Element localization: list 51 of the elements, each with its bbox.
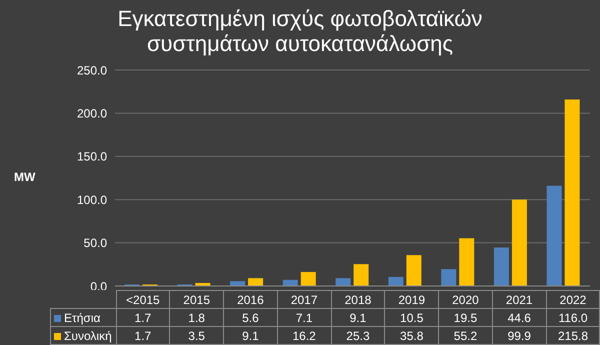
x-tick-label: 2016 <box>224 290 278 308</box>
y-tick-label: 200.0 <box>76 106 108 120</box>
bar <box>354 264 369 286</box>
text: 25.3 <box>346 328 370 342</box>
text: 9.1 <box>350 310 366 324</box>
text: 5.6 <box>242 310 259 324</box>
x-tick-label: 2015 <box>170 290 224 308</box>
bar <box>230 281 246 286</box>
bar <box>282 280 298 286</box>
text: 99.9 <box>508 328 531 342</box>
text: 10.5 <box>400 310 424 324</box>
chart-title: Εγκατεστημένη ισχύς φωτοβολταϊκών συστημάτων αυτοκατανάλωσης <box>116 6 484 56</box>
x-tick-label: 2019 <box>384 290 439 308</box>
y-axis-title: MW <box>14 170 36 184</box>
text: 1.7 <box>134 328 152 342</box>
x-tick-label: 2022 <box>546 290 600 308</box>
text: 1.7 <box>134 310 152 324</box>
bar <box>564 100 580 286</box>
x-tick-label: 2020 <box>438 290 492 308</box>
bar <box>546 186 562 286</box>
text: 215.8 <box>558 328 588 342</box>
bar <box>512 200 527 286</box>
text: 44.6 <box>508 310 531 324</box>
text: 35.8 <box>400 328 424 342</box>
text: 1.8 <box>188 310 205 324</box>
bar <box>406 255 422 286</box>
bar <box>248 278 264 286</box>
y-tick-label: 250.0 <box>76 63 108 78</box>
bar <box>441 269 456 286</box>
legend-label: Ετήσια <box>64 310 100 324</box>
text: 9.1 <box>242 328 259 342</box>
legend-label: Συνολική <box>64 328 112 342</box>
x-tick-label: 2017 <box>277 290 332 308</box>
bar <box>494 247 509 286</box>
text: 7.1 <box>296 310 313 324</box>
bar <box>336 278 351 286</box>
bar <box>388 276 404 286</box>
bar <box>459 238 474 286</box>
y-tick-label: 0.0 <box>90 279 108 294</box>
y-tick-label: 150.0 <box>76 150 108 164</box>
x-tick-label: 2018 <box>331 290 385 308</box>
text: 55.2 <box>454 328 478 342</box>
x-tick-label: <2015 <box>116 290 170 308</box>
bar <box>300 272 316 286</box>
text: 3.5 <box>188 328 205 342</box>
text: 19.5 <box>454 310 478 324</box>
x-tick-label: 2021 <box>492 290 546 308</box>
text: 116.0 <box>558 310 588 324</box>
y-tick-label: 50.0 <box>84 236 108 250</box>
text: 16.2 <box>292 328 316 342</box>
y-tick-label: 100.0 <box>76 192 108 207</box>
